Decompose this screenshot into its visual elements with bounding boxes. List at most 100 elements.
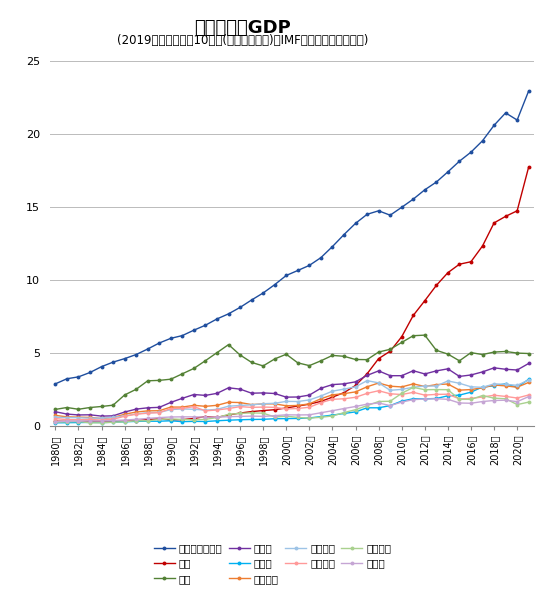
ドイツ	[121, 409, 128, 416]
フランス	[179, 404, 186, 411]
アメリカ合衆国	[422, 186, 428, 193]
イタリア	[526, 392, 532, 399]
カナダ	[272, 412, 278, 420]
中国	[191, 415, 197, 422]
日本	[294, 359, 301, 367]
アメリカ合衆国	[468, 148, 474, 156]
日本	[306, 362, 312, 369]
中国	[75, 418, 82, 425]
イタリア	[225, 405, 232, 412]
フランス	[352, 389, 359, 396]
アメリカ合衆国	[237, 304, 244, 311]
カナダ	[456, 399, 463, 407]
日本	[237, 351, 244, 359]
イタリア	[445, 390, 451, 398]
ドイツ	[306, 392, 312, 399]
アメリカ合衆国	[306, 261, 312, 269]
ドイツ	[87, 411, 93, 418]
イタリア	[52, 415, 58, 422]
日本	[133, 385, 139, 393]
フランス	[237, 399, 244, 406]
イタリア	[410, 389, 417, 396]
アメリカ合衆国	[249, 296, 255, 303]
中国	[225, 411, 232, 418]
イギリス	[237, 402, 244, 409]
インド	[214, 417, 220, 424]
イギリス	[249, 401, 255, 409]
ドイツ	[272, 390, 278, 397]
カナダ	[63, 418, 70, 425]
ブラジル	[514, 401, 521, 408]
日本	[121, 392, 128, 399]
アメリカ合衆国	[352, 219, 359, 227]
日本	[260, 362, 267, 370]
フランス	[98, 415, 105, 422]
ブラジル	[364, 402, 370, 409]
日本	[202, 357, 209, 364]
イタリア	[317, 399, 324, 406]
中国	[352, 382, 359, 389]
中国	[422, 297, 428, 305]
中国	[445, 269, 451, 276]
日本	[491, 348, 498, 356]
カナダ	[398, 398, 405, 406]
日本	[272, 355, 278, 362]
イギリス	[52, 413, 58, 421]
イタリア	[398, 391, 405, 398]
中国	[317, 398, 324, 405]
イタリア	[156, 409, 163, 416]
イギリス	[422, 382, 428, 390]
中国	[110, 418, 116, 425]
カナダ	[121, 416, 128, 424]
アメリカ合衆国	[87, 369, 93, 376]
カナダ	[260, 413, 267, 420]
ドイツ	[179, 395, 186, 402]
中国	[179, 416, 186, 423]
日本	[110, 401, 116, 409]
ドイツ	[503, 365, 509, 373]
アメリカ合衆国	[294, 267, 301, 274]
カナダ	[375, 399, 382, 407]
インド	[445, 392, 451, 399]
ドイツ	[156, 404, 163, 411]
イギリス	[225, 402, 232, 410]
イギリス	[375, 379, 382, 387]
カナダ	[168, 413, 174, 421]
フランス	[225, 399, 232, 406]
カナダ	[422, 395, 428, 402]
インド	[294, 415, 301, 422]
フランス	[121, 410, 128, 418]
フランス	[491, 381, 498, 389]
アメリカ合衆国	[260, 289, 267, 297]
カナダ	[352, 403, 359, 410]
イタリア	[479, 393, 486, 401]
アメリカ合衆国	[283, 272, 290, 279]
ブラジル	[526, 398, 532, 406]
インド	[272, 415, 278, 423]
中国	[514, 207, 521, 215]
アメリカ合衆国	[133, 351, 139, 358]
イタリア	[503, 393, 509, 400]
アメリカ合衆国	[364, 210, 370, 218]
アメリカ合衆国	[202, 322, 209, 329]
カナダ	[237, 413, 244, 420]
フランス	[168, 404, 174, 411]
インド	[260, 416, 267, 423]
フランス	[283, 402, 290, 409]
ドイツ	[110, 412, 116, 420]
イタリア	[179, 405, 186, 412]
フランス	[63, 413, 70, 421]
ドイツ	[387, 372, 393, 379]
フランス	[468, 386, 474, 393]
イギリス	[110, 414, 116, 421]
カナダ	[75, 418, 82, 425]
カナダ	[514, 398, 521, 406]
中国	[526, 163, 532, 170]
イギリス	[133, 410, 139, 418]
ブラジル	[249, 409, 255, 416]
イギリス	[144, 409, 151, 416]
カナダ	[225, 413, 232, 420]
インド	[52, 419, 58, 426]
イタリア	[63, 416, 70, 423]
イギリス	[445, 378, 451, 385]
